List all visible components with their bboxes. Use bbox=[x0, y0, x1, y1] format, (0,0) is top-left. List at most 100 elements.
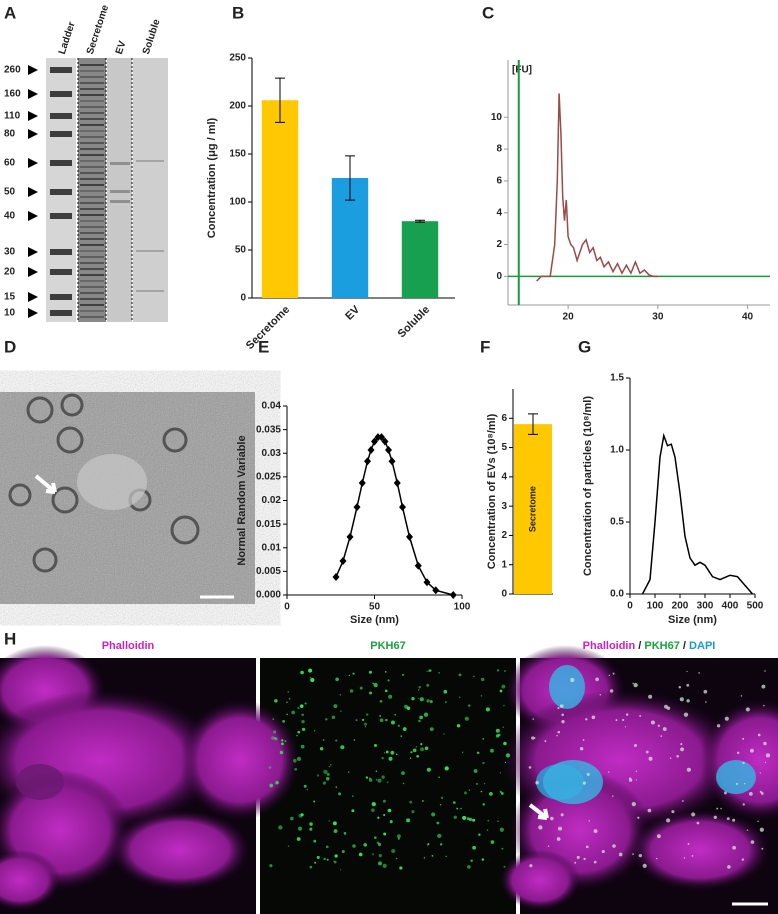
cell bbox=[630, 810, 770, 890]
pkh67-dot bbox=[505, 753, 511, 758]
pkh67-dot bbox=[415, 746, 418, 748]
point bbox=[371, 437, 378, 446]
pkh67-dot bbox=[642, 863, 647, 868]
pkh67-dot bbox=[394, 713, 396, 716]
pkh67-dot bbox=[409, 800, 413, 804]
pkh67-dot bbox=[732, 845, 736, 850]
pkh67-dot bbox=[309, 822, 313, 826]
x-tick-label: 300 bbox=[697, 601, 714, 612]
pkh67-dot bbox=[615, 719, 618, 722]
pkh67-dot bbox=[535, 781, 539, 785]
y-axis-label: Concentration of EVs (10⁸/ml) bbox=[486, 413, 498, 569]
pkh67-dot bbox=[279, 750, 284, 755]
pkh67-dot bbox=[475, 782, 479, 785]
pkh67-dot bbox=[303, 784, 307, 788]
pkh67-dot bbox=[351, 809, 355, 813]
gel-band bbox=[136, 290, 164, 292]
pkh67-dot bbox=[296, 756, 302, 761]
pkh67-dot bbox=[306, 788, 309, 791]
pkh67-dot bbox=[343, 832, 347, 835]
pkh67-dot bbox=[742, 737, 745, 740]
gel-band bbox=[80, 262, 104, 264]
pkh67-dot bbox=[352, 672, 355, 675]
pkh67-dot bbox=[481, 677, 485, 682]
bar-label: Secretome bbox=[527, 486, 537, 532]
pkh67-dot bbox=[297, 826, 303, 831]
pkh67-dot bbox=[400, 735, 403, 737]
panel-label: H bbox=[4, 629, 16, 648]
vesicle bbox=[162, 427, 188, 453]
pkh67-dot bbox=[759, 827, 764, 832]
y-axis-label: Normal Random Variable bbox=[236, 435, 248, 565]
ladder-band bbox=[50, 189, 72, 195]
pkh67-dot bbox=[472, 818, 476, 822]
point bbox=[449, 591, 457, 599]
pkh67-dot bbox=[363, 722, 368, 726]
y-tick-label: 4 bbox=[496, 207, 502, 218]
pkh67-dot bbox=[561, 713, 564, 717]
panel-label: C bbox=[482, 3, 494, 22]
pkh67-dot bbox=[286, 701, 288, 704]
gel-band bbox=[80, 196, 104, 198]
pkh67-dot bbox=[481, 858, 485, 861]
pkh67-dot bbox=[409, 757, 412, 759]
pkh67-dot bbox=[666, 706, 671, 711]
pkh67-dot bbox=[500, 792, 504, 795]
gel-band bbox=[80, 250, 104, 252]
pkh67-dot bbox=[456, 724, 461, 728]
lane-label: Secretome bbox=[85, 3, 111, 55]
pkh67-dot bbox=[402, 782, 405, 785]
gel-band bbox=[80, 136, 104, 138]
pkh67-dot bbox=[742, 761, 745, 765]
ladder-band bbox=[50, 91, 72, 97]
pkh67-dot bbox=[557, 730, 561, 734]
fluorescence-images bbox=[0, 645, 778, 914]
gel-band bbox=[80, 160, 104, 162]
point bbox=[423, 578, 431, 587]
pkh67-dot bbox=[502, 726, 505, 728]
pkh67-dot bbox=[319, 747, 324, 751]
y-tick-label: 0.5 bbox=[610, 517, 624, 528]
pkh67-dot bbox=[382, 799, 386, 803]
pkh67-dot bbox=[748, 791, 753, 796]
pkh67-dot bbox=[429, 727, 434, 732]
pkh67-dot bbox=[746, 829, 749, 831]
gel bbox=[46, 58, 168, 322]
pkh67-dot bbox=[458, 673, 462, 677]
pkh67-dot bbox=[335, 739, 338, 742]
pkh67-dot bbox=[365, 713, 369, 716]
pkh67-dot bbox=[759, 772, 761, 774]
pkh67-dot bbox=[316, 774, 320, 777]
image-background bbox=[260, 658, 516, 914]
gel-band bbox=[80, 124, 104, 126]
pkh67-dot bbox=[691, 812, 696, 817]
pkh67-dot bbox=[576, 855, 580, 859]
x-tick-label: 50 bbox=[369, 602, 381, 613]
marker-arrow bbox=[28, 247, 38, 257]
pkh67-dot bbox=[556, 734, 558, 737]
x-tick-label: 0 bbox=[284, 602, 290, 613]
pkh67-dot bbox=[585, 718, 588, 721]
pkh67-dot bbox=[308, 668, 313, 673]
pkh67-dot bbox=[683, 712, 689, 717]
pkh67-dot bbox=[480, 695, 483, 697]
size-marker: 40 bbox=[4, 211, 16, 222]
ladder-band bbox=[50, 67, 72, 73]
pkh67-dot bbox=[388, 694, 393, 699]
point bbox=[353, 503, 361, 512]
gel-band bbox=[136, 250, 164, 252]
pkh67-dot bbox=[453, 815, 457, 819]
gel-band bbox=[80, 220, 104, 222]
line bbox=[536, 93, 658, 282]
pkh67-dot bbox=[287, 845, 290, 847]
pkh67-dot bbox=[323, 769, 328, 775]
ladder-band bbox=[50, 269, 72, 275]
pkh67-dot bbox=[560, 813, 564, 817]
pkh67-dot bbox=[271, 736, 275, 740]
pkh67-dot bbox=[445, 855, 447, 857]
pkh67-dot bbox=[757, 733, 761, 737]
pkh67-dot bbox=[286, 713, 288, 716]
gel-band bbox=[80, 304, 104, 306]
pkh67-dot bbox=[482, 737, 485, 740]
ladder-band bbox=[50, 131, 72, 137]
